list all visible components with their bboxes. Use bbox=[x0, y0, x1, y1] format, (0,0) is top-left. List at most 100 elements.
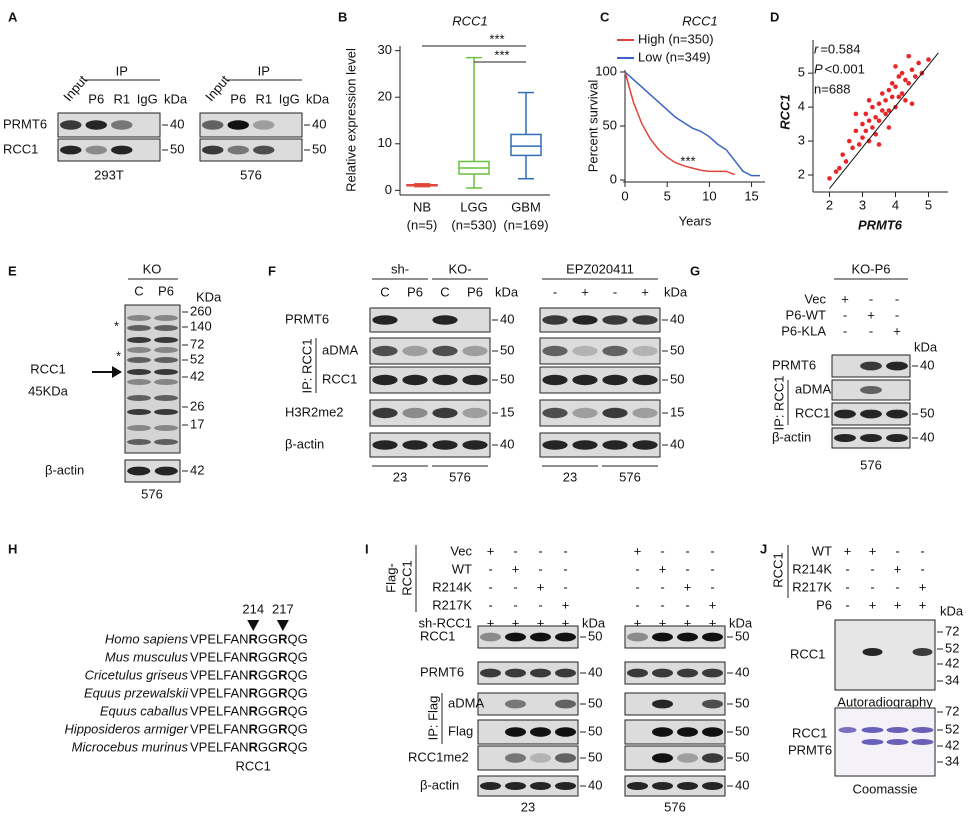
band bbox=[572, 440, 598, 450]
label: - bbox=[710, 543, 714, 558]
point bbox=[903, 98, 908, 103]
label: - bbox=[538, 561, 542, 576]
marker-label: 40 bbox=[500, 436, 514, 451]
band bbox=[542, 440, 568, 450]
row-label: β-actin bbox=[420, 777, 459, 792]
panel-label: J bbox=[760, 541, 767, 556]
sequence: R bbox=[249, 631, 259, 646]
blot bbox=[199, 138, 303, 162]
point bbox=[870, 125, 875, 130]
band bbox=[911, 739, 934, 745]
band bbox=[862, 648, 883, 656]
marker-label: 17 bbox=[190, 416, 204, 431]
band bbox=[602, 374, 628, 386]
count-label: (n=530) bbox=[451, 217, 496, 232]
band bbox=[372, 315, 398, 325]
label: + bbox=[487, 543, 495, 558]
band bbox=[530, 753, 551, 763]
band bbox=[462, 345, 488, 357]
marker-label: 140 bbox=[190, 318, 212, 333]
point bbox=[860, 135, 865, 140]
blot bbox=[624, 775, 726, 797]
lane-label: IgG bbox=[279, 91, 300, 106]
label: + bbox=[659, 615, 667, 630]
label: - bbox=[613, 284, 617, 299]
panel-label: H bbox=[8, 541, 17, 556]
point bbox=[886, 125, 892, 130]
band bbox=[505, 753, 526, 763]
stat-value: =0.584 bbox=[820, 41, 860, 56]
panel-label: F bbox=[268, 263, 276, 278]
marker-label: 50 bbox=[670, 342, 684, 357]
marker-label: 42 bbox=[190, 368, 204, 383]
band bbox=[127, 439, 151, 445]
lane-label: Input bbox=[202, 72, 232, 104]
label: kDa bbox=[914, 339, 938, 354]
band bbox=[530, 782, 551, 790]
point bbox=[893, 64, 898, 69]
significance: *** bbox=[680, 153, 695, 168]
marker-label: 40 bbox=[588, 664, 602, 679]
marker-label: 40 bbox=[500, 311, 514, 326]
y-tick-label: 3 bbox=[798, 133, 805, 148]
marker-label: 40 bbox=[735, 777, 749, 792]
label: - bbox=[869, 323, 873, 338]
sequence: GG bbox=[258, 649, 278, 664]
point bbox=[876, 142, 882, 147]
band bbox=[886, 727, 909, 733]
sequence: QG bbox=[288, 703, 308, 718]
marker-label: 50 bbox=[588, 723, 602, 738]
band bbox=[677, 632, 698, 642]
box bbox=[510, 133, 542, 157]
label: KO-P6 bbox=[851, 261, 890, 276]
label: 576 bbox=[860, 457, 882, 472]
lane-label: P6 bbox=[88, 91, 104, 106]
marker-label: 42 bbox=[945, 737, 959, 752]
label: - bbox=[660, 597, 664, 612]
blot bbox=[124, 459, 181, 483]
band bbox=[860, 361, 882, 371]
band bbox=[432, 315, 458, 325]
label: 23 bbox=[521, 799, 535, 814]
label: + bbox=[684, 615, 692, 630]
significance: *** bbox=[489, 31, 504, 46]
band bbox=[127, 369, 151, 375]
label: - bbox=[895, 307, 899, 322]
row-label: PRMT6 bbox=[420, 664, 464, 679]
label: + bbox=[562, 615, 570, 630]
sequence: QG bbox=[288, 685, 308, 700]
label: - bbox=[685, 597, 689, 612]
stat-label: r bbox=[814, 41, 819, 56]
band bbox=[652, 632, 673, 642]
chart-title: RCC1 bbox=[452, 13, 487, 28]
band bbox=[886, 434, 908, 442]
band bbox=[505, 782, 526, 790]
band bbox=[127, 337, 151, 343]
band bbox=[154, 357, 178, 363]
label: - bbox=[513, 597, 517, 612]
label: + bbox=[919, 579, 927, 594]
band bbox=[432, 374, 458, 386]
label: C bbox=[134, 283, 143, 298]
band bbox=[372, 345, 398, 357]
point bbox=[880, 91, 885, 96]
band bbox=[677, 668, 698, 678]
row-label: aDMA bbox=[322, 342, 358, 357]
label: - bbox=[563, 579, 567, 594]
x-tick-label: 4 bbox=[892, 197, 899, 212]
label: + bbox=[867, 307, 875, 322]
label: KO- bbox=[448, 261, 471, 276]
label: + bbox=[844, 543, 852, 558]
band bbox=[677, 753, 698, 763]
band bbox=[886, 409, 908, 419]
marker-label: 40 bbox=[170, 116, 184, 131]
y-tick-label: 0 bbox=[385, 182, 392, 197]
blot bbox=[477, 661, 579, 685]
label: kDa bbox=[306, 91, 330, 106]
band bbox=[572, 345, 598, 357]
band bbox=[542, 374, 568, 386]
label: - bbox=[553, 284, 557, 299]
band bbox=[861, 739, 884, 745]
panel-label: A bbox=[8, 9, 18, 24]
band bbox=[652, 699, 673, 709]
